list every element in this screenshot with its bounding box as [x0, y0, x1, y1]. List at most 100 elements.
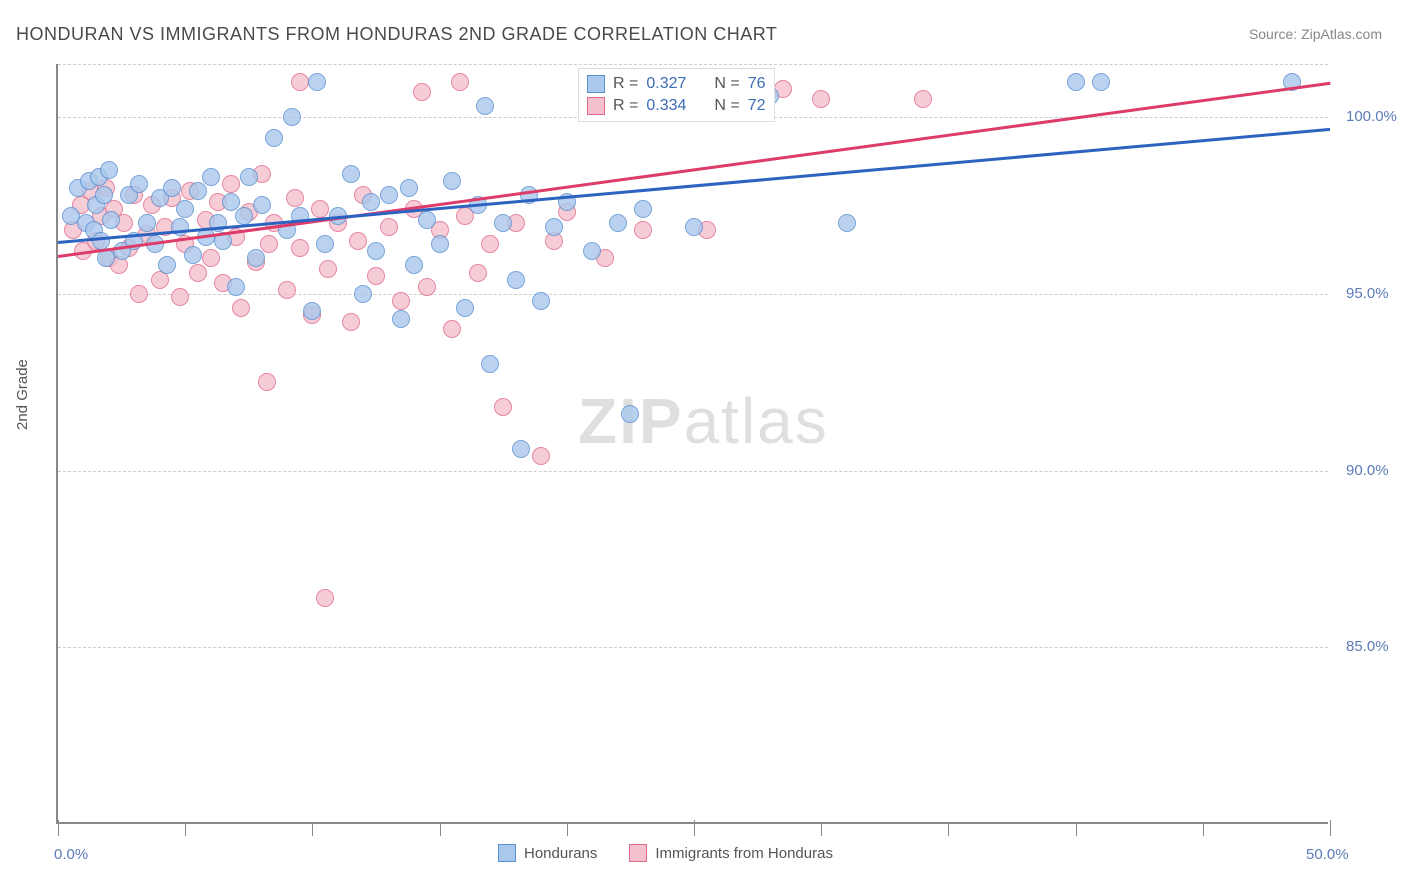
y-tick-label: 100.0% [1346, 108, 1397, 125]
x-tick-label: 0.0% [54, 846, 88, 863]
scatter-point [130, 175, 148, 193]
scatter-point [291, 239, 309, 257]
scatter-point [100, 161, 118, 179]
watermark-atlas: atlas [684, 385, 829, 457]
source-attribution: Source: ZipAtlas.com [1249, 26, 1382, 42]
x-minor-tick [440, 824, 441, 836]
scatter-point [291, 73, 309, 91]
legend-swatch [587, 97, 605, 115]
scatter-point [380, 186, 398, 204]
source-prefix: Source: [1249, 26, 1301, 42]
scatter-point [342, 165, 360, 183]
scatter-point [609, 214, 627, 232]
scatter-point [443, 172, 461, 190]
x-minor-tick [1076, 824, 1077, 836]
legend-swatch [498, 844, 516, 862]
scatter-point [481, 235, 499, 253]
scatter-point [349, 232, 367, 250]
chart-area: ZIPatlas 85.0%90.0%95.0%100.0%0.0%50.0%R… [56, 64, 1328, 824]
x-minor-tick [567, 824, 568, 836]
scatter-point [92, 232, 110, 250]
legend-r-value: 0.334 [646, 97, 686, 115]
correlation-legend: R =0.327N =76R =0.334N =72 [578, 68, 775, 122]
scatter-point [380, 218, 398, 236]
x-major-tick [694, 820, 695, 836]
scatter-point [512, 440, 530, 458]
scatter-point [914, 90, 932, 108]
y-tick-label: 90.0% [1346, 462, 1389, 479]
scatter-point [405, 256, 423, 274]
x-minor-tick [821, 824, 822, 836]
scatter-point [258, 373, 276, 391]
scatter-point [1067, 73, 1085, 91]
scatter-point [507, 271, 525, 289]
scatter-point [469, 264, 487, 282]
scatter-point [812, 90, 830, 108]
scatter-point [456, 299, 474, 317]
y-tick-label: 85.0% [1346, 638, 1389, 655]
scatter-point [1092, 73, 1110, 91]
gridline-h [58, 64, 1328, 65]
scatter-point [176, 200, 194, 218]
chart-title: HONDURAN VS IMMIGRANTS FROM HONDURAS 2ND… [16, 24, 777, 45]
scatter-point [240, 168, 258, 186]
watermark: ZIPatlas [578, 384, 829, 458]
scatter-point [235, 207, 253, 225]
scatter-point [232, 299, 250, 317]
legend-n-label: N = [714, 97, 739, 115]
scatter-point [138, 214, 156, 232]
scatter-point [494, 398, 512, 416]
scatter-point [354, 285, 372, 303]
scatter-point [158, 256, 176, 274]
scatter-point [342, 313, 360, 331]
legend-row: R =0.327N =76 [587, 73, 766, 95]
legend-label: Immigrants from Honduras [655, 845, 833, 862]
scatter-point [189, 264, 207, 282]
scatter-point [431, 235, 449, 253]
legend-label: Hondurans [524, 845, 597, 862]
scatter-point [532, 292, 550, 310]
scatter-point [838, 214, 856, 232]
legend-swatch [629, 844, 647, 862]
legend-n-value: 76 [748, 75, 766, 93]
scatter-point [481, 355, 499, 373]
x-tick-label: 50.0% [1306, 846, 1349, 863]
legend-r-label: R = [613, 97, 638, 115]
scatter-point [545, 218, 563, 236]
scatter-point [189, 182, 207, 200]
scatter-point [130, 285, 148, 303]
scatter-point [95, 186, 113, 204]
scatter-point [184, 246, 202, 264]
legend-item: Hondurans [498, 844, 597, 862]
scatter-point [286, 189, 304, 207]
x-minor-tick [948, 824, 949, 836]
scatter-point [685, 218, 703, 236]
series-legend: Hondurans Immigrants from Honduras [498, 844, 833, 862]
scatter-point [163, 179, 181, 197]
source-name: ZipAtlas.com [1301, 26, 1382, 42]
scatter-point [367, 242, 385, 260]
x-minor-tick [185, 824, 186, 836]
scatter-point [265, 129, 283, 147]
scatter-point [227, 278, 245, 296]
scatter-point [634, 200, 652, 218]
x-major-tick [58, 820, 59, 836]
scatter-point [319, 260, 337, 278]
scatter-point [247, 249, 265, 267]
scatter-point [583, 242, 601, 260]
scatter-point [303, 302, 321, 320]
scatter-point [476, 97, 494, 115]
scatter-point [308, 73, 326, 91]
y-tick-label: 95.0% [1346, 285, 1389, 302]
scatter-point [392, 310, 410, 328]
scatter-point [413, 83, 431, 101]
scatter-point [171, 288, 189, 306]
y-axis-title: 2nd Grade [14, 359, 31, 430]
plot-region: ZIPatlas 85.0%90.0%95.0%100.0%0.0%50.0%R… [56, 64, 1328, 824]
scatter-point [443, 320, 461, 338]
scatter-point [418, 211, 436, 229]
scatter-point [222, 175, 240, 193]
scatter-point [634, 221, 652, 239]
scatter-point [392, 292, 410, 310]
gridline-h [58, 471, 1328, 472]
